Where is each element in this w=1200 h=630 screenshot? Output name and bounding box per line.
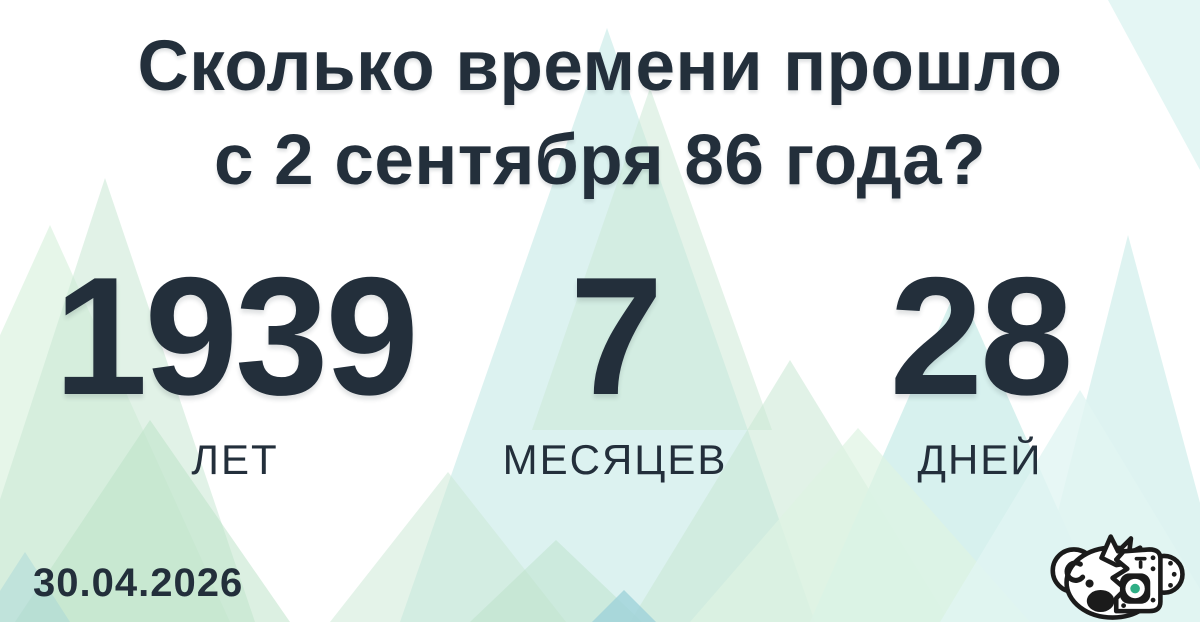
years-value: 1939 <box>54 242 419 430</box>
title-line-1: Сколько времени прошло <box>137 27 1063 106</box>
stat-days: 28 ДНЕЙ <box>760 252 1200 484</box>
stats-row: 1939 ЛЕТ 7 МЕСЯЦЕВ 28 ДНЕЙ <box>0 252 1200 484</box>
stat-years: 1939 ЛЕТ <box>0 252 470 484</box>
months-value: 7 <box>569 242 663 430</box>
current-date-label: 30.04.2026 <box>33 561 244 605</box>
koala-robot-logo-icon <box>1050 534 1185 620</box>
title-line-2: с 2 сентября 86 года? <box>213 121 987 201</box>
days-label: ДНЕЙ <box>917 436 1043 483</box>
months-label: МЕСЯЦЕВ <box>502 436 728 483</box>
page-title: Сколько времени прошло с 2 сентября 86 г… <box>0 20 1200 209</box>
days-value: 28 <box>889 242 1074 430</box>
stat-months: 7 МЕСЯЦЕВ <box>470 252 760 484</box>
years-label: ЛЕТ <box>191 436 279 483</box>
